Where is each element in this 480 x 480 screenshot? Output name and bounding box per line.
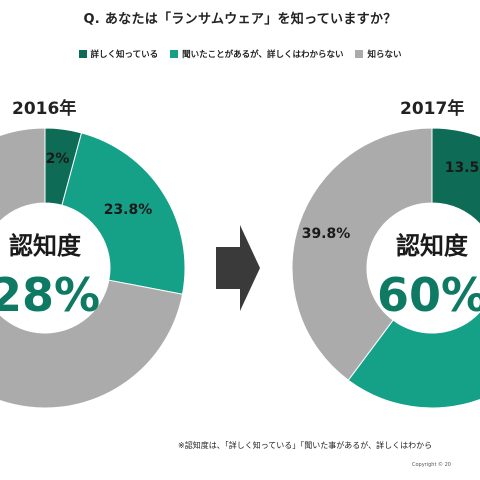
footnote: ※認知度は、「詳しく知っている」「聞いた事があるが、詳しくはわから xyxy=(178,441,433,450)
legend: 詳しく知っている 聞いたことがあるが、詳しくはわからない 知らない xyxy=(0,48,480,60)
donut-slice xyxy=(347,310,480,409)
year-label-2017: 2017年 xyxy=(400,99,465,119)
question-title: Q. あなたは「ランサムウェア」を知っていますか？ xyxy=(83,12,397,27)
legend-item-heard: 聞いたことがあるが、詳しくはわからない xyxy=(170,48,343,60)
donut-hole xyxy=(0,203,110,333)
copyright: Copyright © 20 xyxy=(412,462,451,468)
awareness-value: 28% xyxy=(0,268,100,322)
year-label-2016: 2016年 xyxy=(12,99,77,119)
legend-label-unknown: 知らない xyxy=(367,50,402,60)
legend-item-unknown: 知らない xyxy=(355,48,401,60)
legend-item-detailed: 詳しく知っている xyxy=(78,48,159,60)
legend-swatch-unknown xyxy=(355,50,364,58)
legend-swatch-heard xyxy=(170,50,179,58)
legend-label-detailed: 詳しく知っている xyxy=(90,50,159,60)
donut-chart-2017: 13.5 39.8% 認知度 60% xyxy=(291,127,480,409)
center-label: 認知度 xyxy=(9,232,82,260)
awareness-value: 60% xyxy=(377,268,480,322)
legend-swatch-detailed xyxy=(78,50,87,58)
center-label: 認知度 xyxy=(396,232,469,260)
data-label: 13.5 xyxy=(445,160,480,176)
right-arrow-icon xyxy=(216,225,260,311)
data-label: 23.8% xyxy=(104,202,153,218)
data-label: 39.8% xyxy=(302,226,351,242)
legend-label-heard: 聞いたことがあるが、詳しくはわからない xyxy=(182,50,344,60)
donut-hole xyxy=(367,203,480,333)
